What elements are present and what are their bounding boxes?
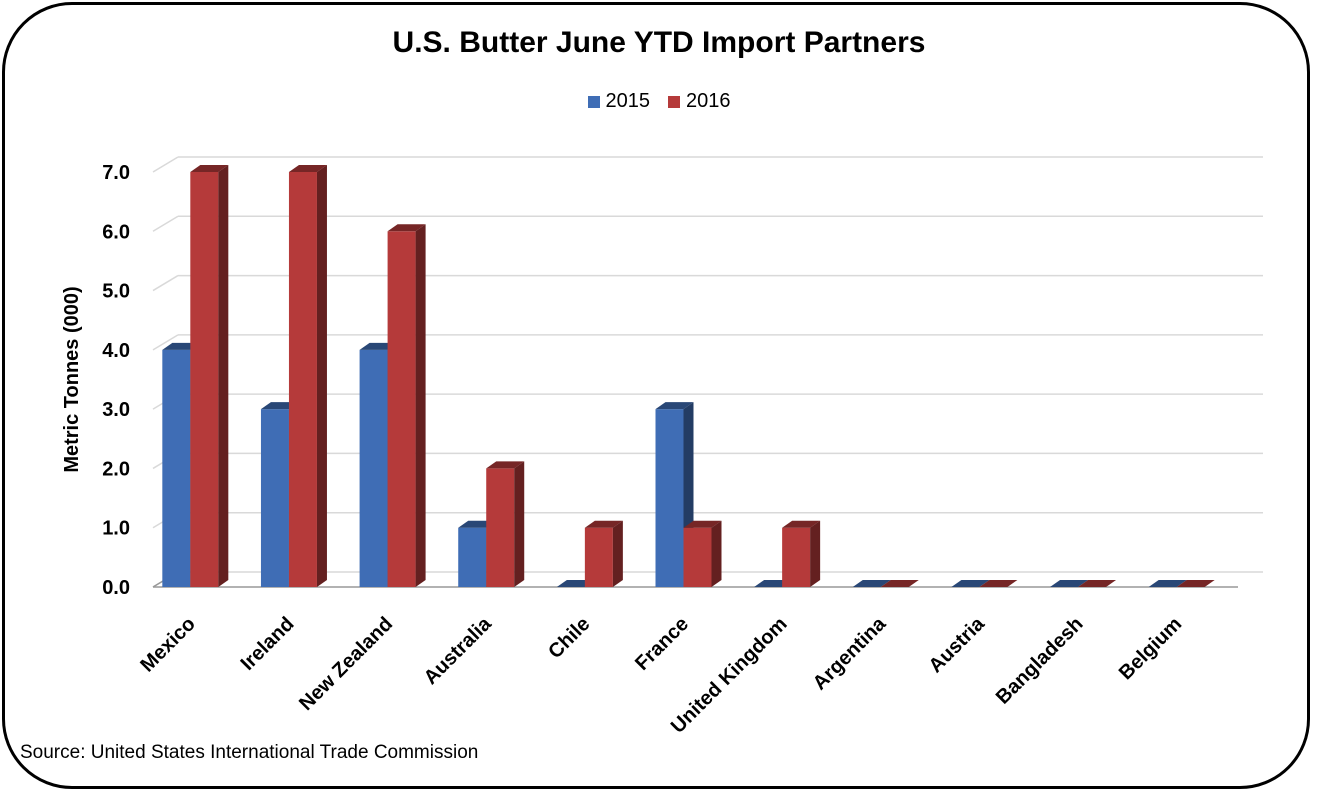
bar-2015 bbox=[359, 349, 388, 587]
bar-top-2015 bbox=[852, 580, 891, 587]
chart-title: U.S. Butter June YTD Import Partners bbox=[392, 26, 926, 59]
bar-2016 bbox=[584, 527, 613, 587]
x-tick-label: New Zealand bbox=[295, 613, 397, 715]
gridline-diag bbox=[152, 334, 179, 351]
bar-top-2016 bbox=[1078, 580, 1117, 587]
y-tick-label: 6.0 bbox=[102, 221, 130, 243]
x-tick-label: Chile bbox=[544, 613, 594, 663]
bar-2016 bbox=[387, 231, 416, 588]
y-tick-label: 1.0 bbox=[102, 518, 130, 540]
bar-side-2016 bbox=[218, 165, 229, 587]
gridline-diag bbox=[152, 274, 179, 292]
x-tick-label: Ireland bbox=[237, 613, 299, 675]
bar-side-2016 bbox=[514, 461, 525, 587]
x-tick-label: Mexico bbox=[136, 613, 200, 677]
bar-top-2015 bbox=[1050, 580, 1089, 587]
x-tick-label: France bbox=[631, 613, 693, 675]
bar-2016 bbox=[190, 172, 219, 587]
legend-item-2016: 2016 bbox=[668, 90, 731, 113]
bar-top-2016 bbox=[683, 520, 722, 528]
bar-top-2015 bbox=[655, 402, 694, 410]
bar-top-2016 bbox=[584, 520, 623, 528]
bar-2016 bbox=[782, 527, 811, 587]
y-tick-label: 5.0 bbox=[102, 281, 130, 303]
x-tick-label: Belgium bbox=[1115, 613, 1186, 684]
bar-2015 bbox=[458, 527, 487, 587]
bar-2015 bbox=[260, 409, 289, 587]
bar-2016 bbox=[288, 172, 317, 587]
bar-top-2016 bbox=[880, 580, 919, 587]
bar-2016 bbox=[486, 468, 515, 587]
bar-2015 bbox=[162, 349, 191, 587]
bar-side-2016 bbox=[810, 520, 821, 587]
bar-2015 bbox=[655, 409, 684, 587]
legend-label-2016: 2016 bbox=[686, 90, 731, 112]
bar-top-2015 bbox=[1148, 580, 1187, 587]
bar-2016 bbox=[683, 527, 712, 587]
y-tick-label: 4.0 bbox=[102, 340, 130, 362]
x-tick-label: Australia bbox=[420, 612, 497, 689]
y-axis-label: Metric Tonnes (000) bbox=[61, 286, 83, 472]
bar-top-2016 bbox=[486, 461, 525, 469]
legend-label-2015: 2015 bbox=[605, 90, 651, 112]
y-tick-label: 2.0 bbox=[102, 458, 130, 480]
legend-swatch-2016 bbox=[668, 95, 680, 108]
bar-top-2016 bbox=[782, 520, 821, 528]
x-tick-label: Austria bbox=[925, 612, 990, 677]
bar-top-2016 bbox=[979, 580, 1018, 587]
bar-top-2015 bbox=[951, 580, 990, 587]
x-tick-label: Bangladesh bbox=[992, 613, 1088, 709]
bar-side-2016 bbox=[612, 520, 623, 587]
bar-top-2016 bbox=[288, 165, 327, 172]
bar-side-2016 bbox=[711, 520, 722, 587]
legend-item-2015: 2015 bbox=[587, 90, 651, 113]
y-tick-label: 7.0 bbox=[102, 162, 130, 184]
gridline-diag bbox=[152, 215, 179, 232]
source-note: Source: United States International Trad… bbox=[20, 742, 479, 763]
bar-side-2016 bbox=[316, 165, 327, 587]
y-tick-label: 0.0 bbox=[102, 577, 130, 599]
bar-top-2016 bbox=[387, 224, 426, 232]
bar-top-2016 bbox=[190, 165, 229, 172]
x-tick-label: Argentina bbox=[809, 612, 891, 694]
y-tick-label: 3.0 bbox=[102, 399, 130, 421]
bar-top-2016 bbox=[1176, 580, 1215, 587]
legend: 2015 2016 bbox=[0, 90, 1318, 113]
gridline-diag bbox=[152, 156, 179, 173]
bar-side-2016 bbox=[415, 224, 426, 588]
legend-swatch-2015 bbox=[587, 95, 600, 108]
